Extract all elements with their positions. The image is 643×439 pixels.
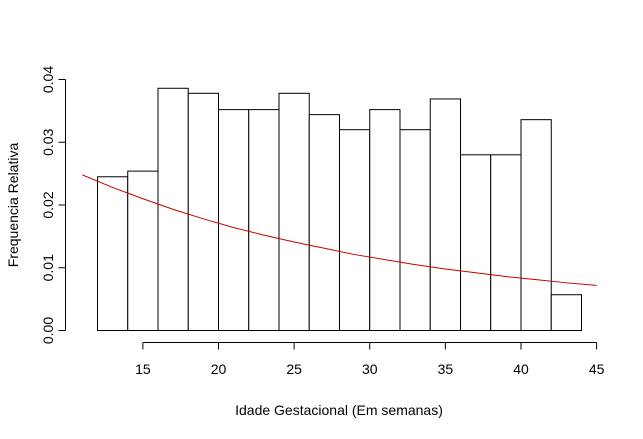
histogram-bar bbox=[460, 154, 492, 331]
histogram-bar bbox=[187, 92, 219, 332]
y-tick-label: 0.01 bbox=[40, 254, 56, 281]
histogram-bar bbox=[308, 114, 340, 331]
y-axis: 0.00 0.01 0.02 0.03 0.04 bbox=[40, 66, 66, 344]
histogram-bar bbox=[339, 129, 371, 331]
density-curve bbox=[82, 174, 597, 286]
histogram-bar bbox=[520, 119, 552, 331]
histogram-bar bbox=[429, 98, 461, 331]
histogram-bar bbox=[127, 170, 159, 331]
histogram-bar bbox=[97, 176, 129, 331]
x-axis: 15 20 25 30 35 40 45 bbox=[135, 342, 605, 377]
histogram-bar bbox=[369, 109, 401, 332]
x-axis-title: Idade Gestacional (Em semanas) bbox=[235, 402, 443, 418]
x-tick-label: 20 bbox=[211, 361, 227, 377]
histogram-bar bbox=[399, 129, 431, 331]
x-tick-label: 30 bbox=[362, 361, 378, 377]
histogram-bar bbox=[490, 154, 522, 331]
x-tick-label: 40 bbox=[513, 361, 529, 377]
histogram-bar bbox=[550, 294, 582, 332]
y-axis-title: Frequencia Relativa bbox=[5, 143, 21, 268]
x-tick-label: 25 bbox=[286, 361, 302, 377]
y-tick-label: 0.02 bbox=[40, 191, 56, 218]
y-tick-label: 0.03 bbox=[40, 128, 56, 155]
histogram-bar bbox=[278, 92, 310, 332]
histogram-bar bbox=[248, 109, 280, 332]
x-tick-label: 15 bbox=[135, 361, 151, 377]
x-tick-label: 45 bbox=[589, 361, 605, 377]
y-tick-label: 0.04 bbox=[40, 66, 56, 93]
histogram-bar bbox=[218, 109, 250, 332]
histogram-bars bbox=[97, 87, 582, 332]
y-tick-label: 0.00 bbox=[40, 317, 56, 344]
x-tick-label: 35 bbox=[438, 361, 454, 377]
